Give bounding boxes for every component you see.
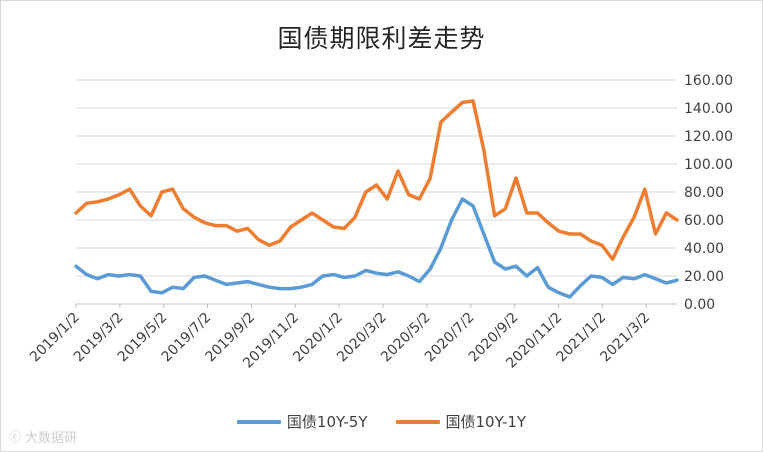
y-tick-label: 100.00 [684,157,733,173]
series-line-10y-5y [74,197,679,299]
legend-swatch-10y-5y [236,419,281,424]
chart-legend: 国债10Y-5Y 国债10Y-1Y [1,411,762,432]
legend-label-10y-5y: 国债10Y-5Y [286,413,368,431]
series-line-10y-1y [74,99,679,261]
y-tick-label: 140.00 [684,101,733,117]
chart-title: 国债期限利差走势 [277,24,486,53]
legend-label-10y-1y: 国债10Y-1Y [445,413,527,431]
y-tick-label: 0.00 [684,297,715,313]
legend-swatch-10y-1y [395,419,440,424]
y-tick-label: 120.00 [684,129,733,145]
y-tick-label: 20.00 [684,269,724,285]
y-tick-label: 60.00 [684,213,724,229]
y-tick-label: 160.00 [684,73,733,89]
chart-plot: 0.00 20.00 40.00 60.00 80.00 100.00 120.00 140.… [27,73,733,372]
legend-item-10y-5y: 国债10Y-5Y [236,411,368,432]
watermark: ⓒ 大数据研 [9,427,77,446]
watermark-text: 大数据研 [25,431,78,446]
legend-item-10y-1y: 国债10Y-1Y [395,411,527,432]
watermark-logo-icon: ⓒ [9,430,22,444]
y-tick-label: 40.00 [684,241,724,257]
y-tick-label: 80.00 [684,185,724,201]
